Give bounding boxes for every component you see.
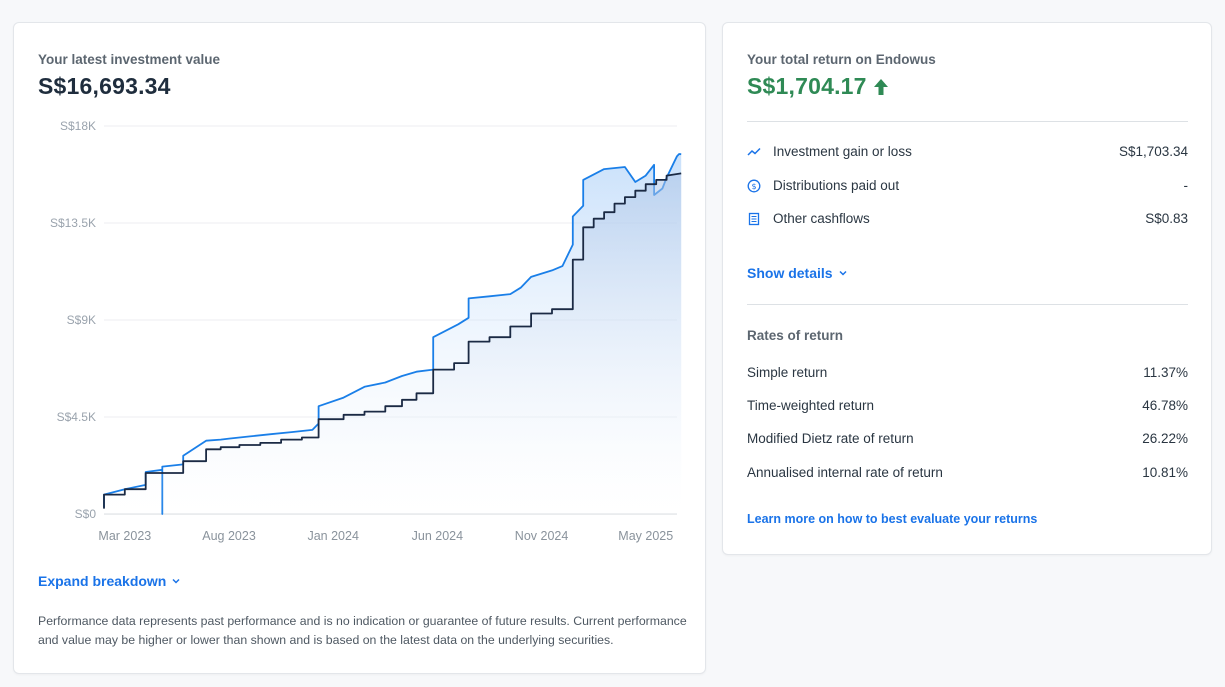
breakdown-name: Investment gain or loss [773, 144, 912, 159]
breakdown-value: S$1,703.34 [1118, 144, 1188, 159]
y-tick-label: S$9K [67, 313, 96, 327]
rate-row-annualised-irr: Annualised internal rate of return 10.81… [747, 465, 1188, 480]
chevron-down-icon [172, 578, 180, 584]
y-tick-label: S$0 [75, 507, 97, 521]
breakdown-row-distributions: $ Distributions paid out - [747, 178, 1188, 193]
total-return-value: S$1,704.17 [747, 73, 867, 99]
breakdown-value: S$0.83 [1145, 211, 1188, 226]
rate-name: Time-weighted return [747, 398, 875, 413]
expand-breakdown-button[interactable]: Expand breakdown [38, 573, 181, 589]
chevron-down-icon [839, 270, 847, 276]
total-return-value-wrap: S$1,704.17 [747, 73, 889, 100]
investment-chart[interactable]: S$0 S$4.5K S$9K S$13.5K S$18K Mar 2023 Aug 202… [14, 23, 707, 563]
arrow-up-icon [873, 78, 888, 95]
expand-breakdown-label: Expand breakdown [38, 573, 167, 589]
investment-value: S$16,693.34 [38, 73, 171, 99]
rate-row-simple: Simple return 11.37% [747, 365, 1188, 380]
y-tick-label: S$13.5K [50, 216, 96, 230]
investment-value-card: Your latest investment value S$16,693.34… [13, 22, 706, 674]
rate-row-modified-dietz: Modified Dietz rate of return 26.22% [747, 431, 1188, 446]
learn-more-link[interactable]: Learn more on how to best evaluate your … [747, 512, 1038, 526]
x-tick-label: May 2025 [618, 529, 673, 543]
rate-value: 11.37% [1143, 365, 1188, 380]
x-tick-label: Jan 2024 [307, 529, 358, 543]
rate-value: 26.22% [1142, 431, 1188, 446]
trend-line-icon [747, 145, 761, 159]
x-tick-label: Nov 2024 [515, 529, 569, 543]
rate-name: Modified Dietz rate of return [747, 431, 914, 446]
breakdown-name: Distributions paid out [773, 178, 900, 193]
dollar-coin-icon: $ [747, 179, 761, 193]
rate-row-time-weighted: Time-weighted return 46.78% [747, 398, 1188, 413]
document-icon [747, 212, 761, 226]
series-area [104, 173, 682, 514]
rates-title: Rates of return [747, 328, 844, 343]
rate-value: 10.81% [1142, 465, 1188, 480]
rate-value: 46.78% [1142, 398, 1188, 413]
divider [747, 121, 1188, 122]
rate-name: Simple return [747, 365, 828, 380]
y-tick-label: S$18K [60, 119, 96, 133]
disclaimer-text: Performance data represents past perform… [38, 614, 687, 647]
x-tick-label: Jun 2024 [412, 529, 463, 543]
series-line [103, 172, 682, 509]
show-details-label: Show details [747, 265, 833, 281]
breakdown-row-other-cashflows: Other cashflows S$0.83 [747, 211, 1188, 226]
x-tick-label: Aug 2023 [202, 529, 256, 543]
total-return-card: Your total return on Endowus S$1,704.17 … [722, 22, 1212, 555]
rate-name: Annualised internal rate of return [747, 465, 943, 480]
total-return-label: Your total return on Endowus [747, 52, 936, 67]
show-details-button[interactable]: Show details [747, 265, 848, 281]
breakdown-value: - [1183, 178, 1189, 193]
divider [747, 304, 1188, 305]
x-tick-label: Mar 2023 [98, 529, 151, 543]
breakdown-name: Other cashflows [773, 211, 870, 226]
svg-text:$: $ [751, 182, 756, 191]
y-tick-label: S$4.5K [57, 410, 96, 424]
series-line [103, 153, 682, 515]
breakdown-row-investment-gain: Investment gain or loss S$1,703.34 [747, 144, 1188, 159]
investment-value-label: Your latest investment value [38, 52, 221, 67]
